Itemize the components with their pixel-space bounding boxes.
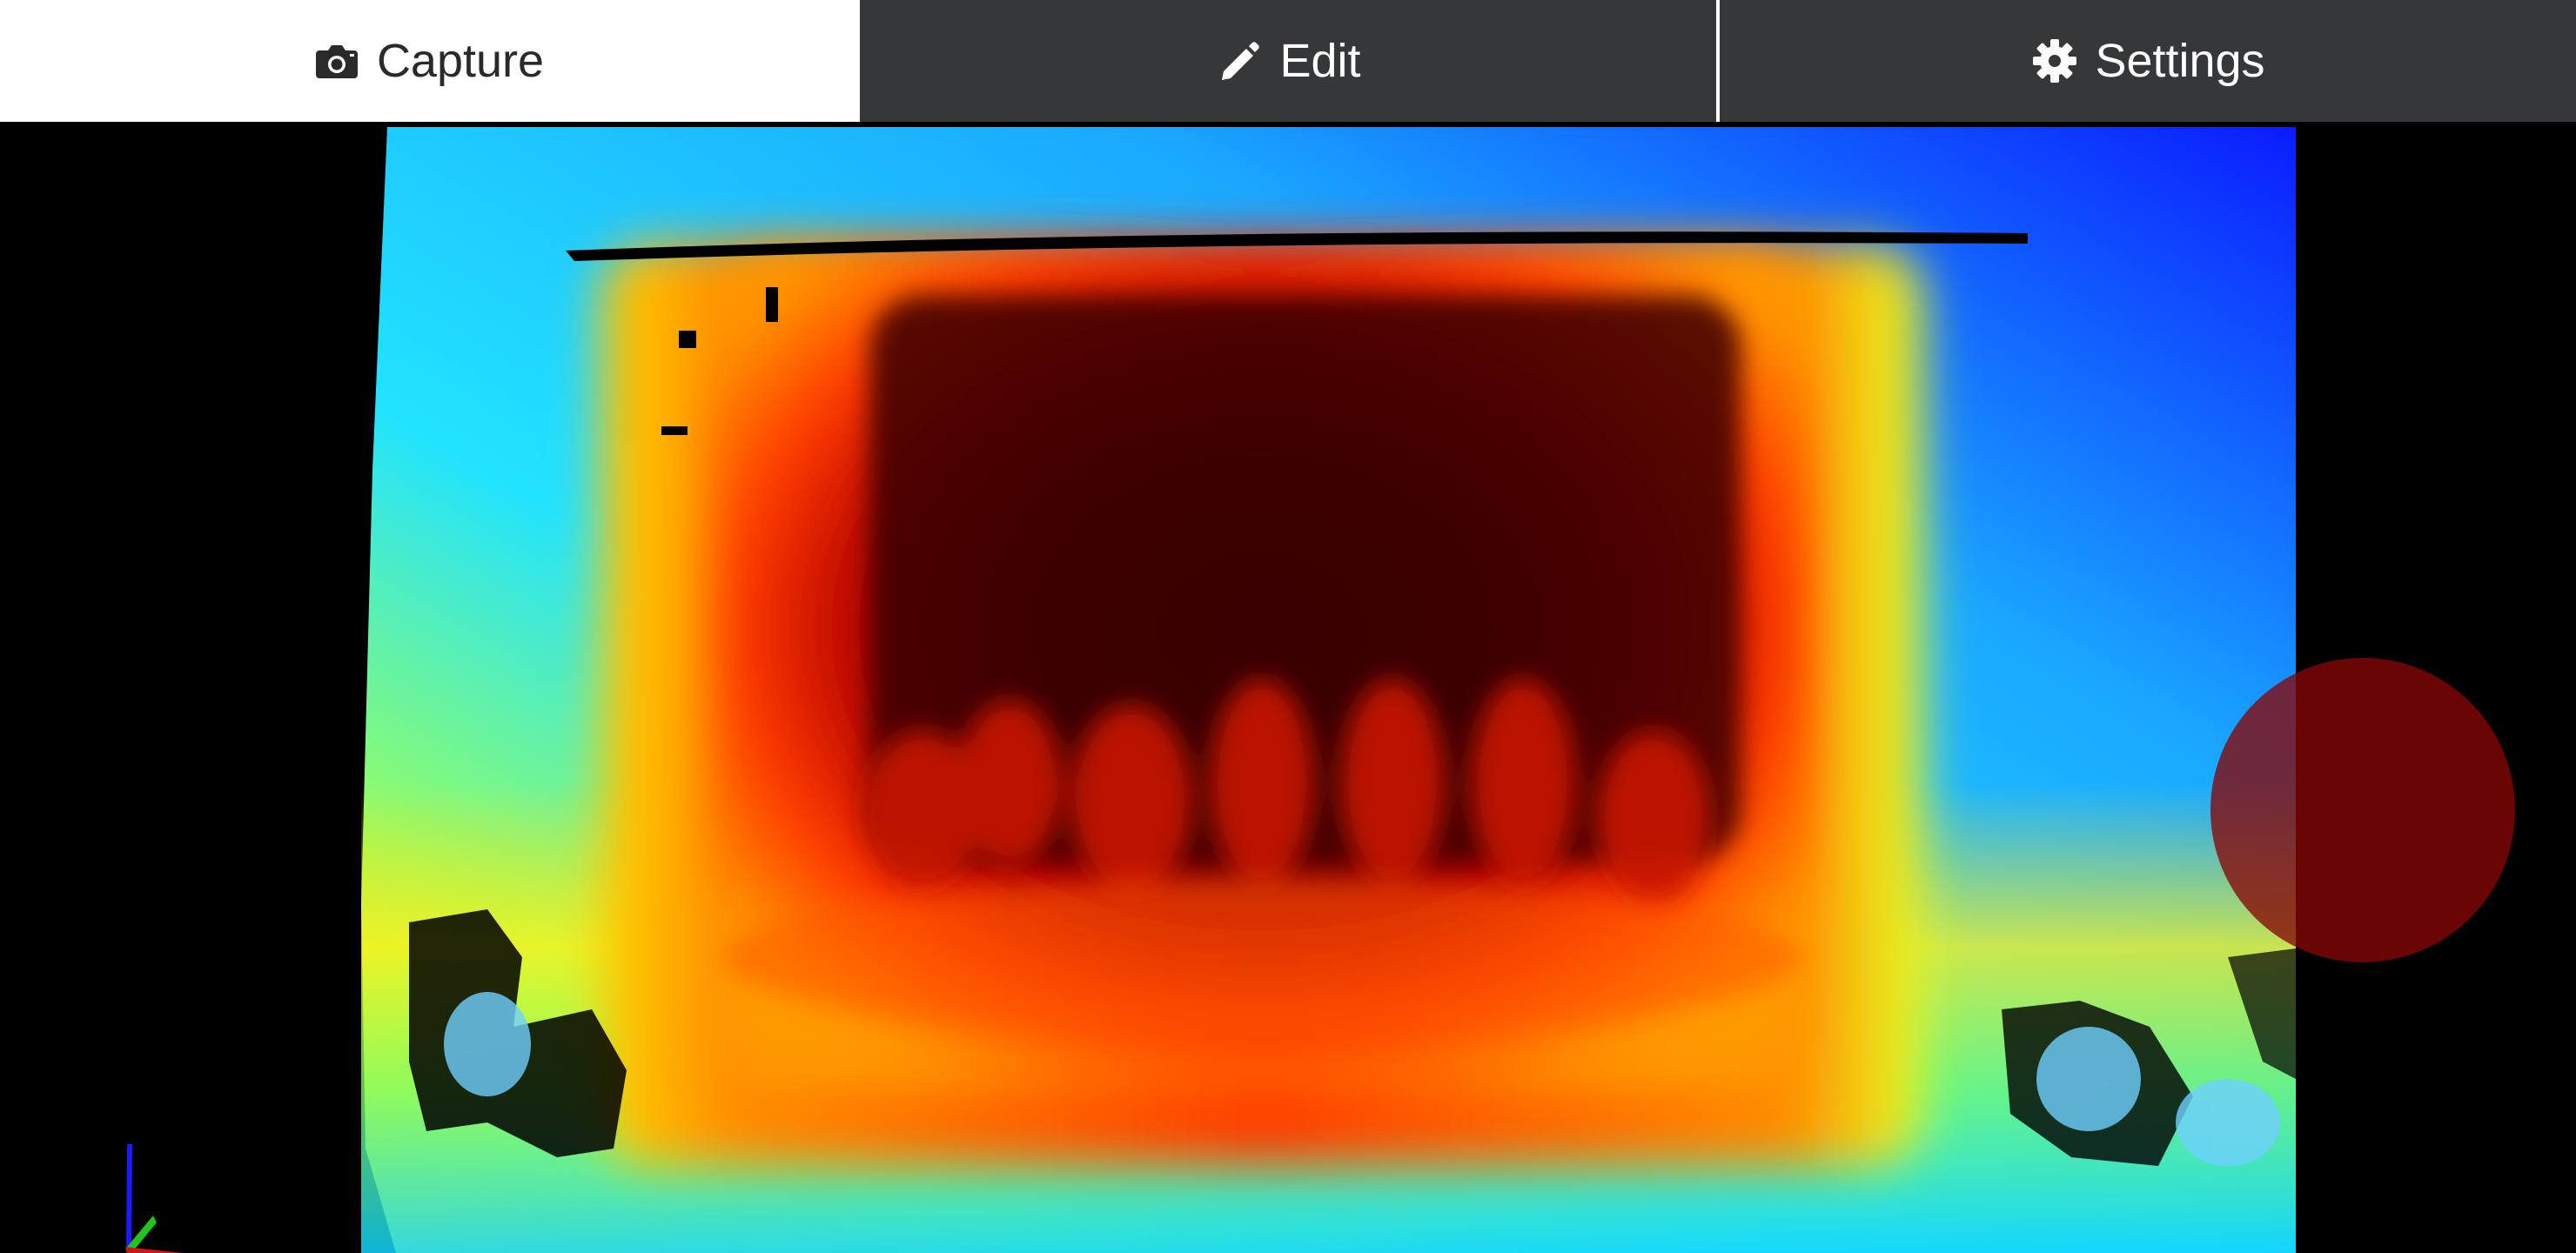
pencil-icon xyxy=(1215,37,1264,85)
tab-settings[interactable]: Settings xyxy=(1716,0,2576,122)
z-axis-arrow xyxy=(126,1144,132,1249)
y-axis-arrow xyxy=(127,1216,157,1252)
x-axis-arrow xyxy=(125,1247,184,1253)
tab-capture-label: Capture xyxy=(376,35,545,87)
tab-settings-label: Settings xyxy=(2095,35,2265,87)
depth-viewport[interactable] xyxy=(0,122,2576,1253)
tab-bar: Capture Edit xyxy=(0,0,2576,122)
camera-icon xyxy=(312,37,361,85)
tab-capture[interactable]: Capture xyxy=(0,0,856,122)
record-capture-button[interactable] xyxy=(2210,658,2515,962)
gear-icon xyxy=(2030,37,2079,85)
axis-gizmo xyxy=(125,1144,184,1253)
depth-map-image xyxy=(361,127,2296,1253)
tab-edit-label: Edit xyxy=(1279,35,1361,87)
tab-edit[interactable]: Edit xyxy=(856,0,1716,122)
